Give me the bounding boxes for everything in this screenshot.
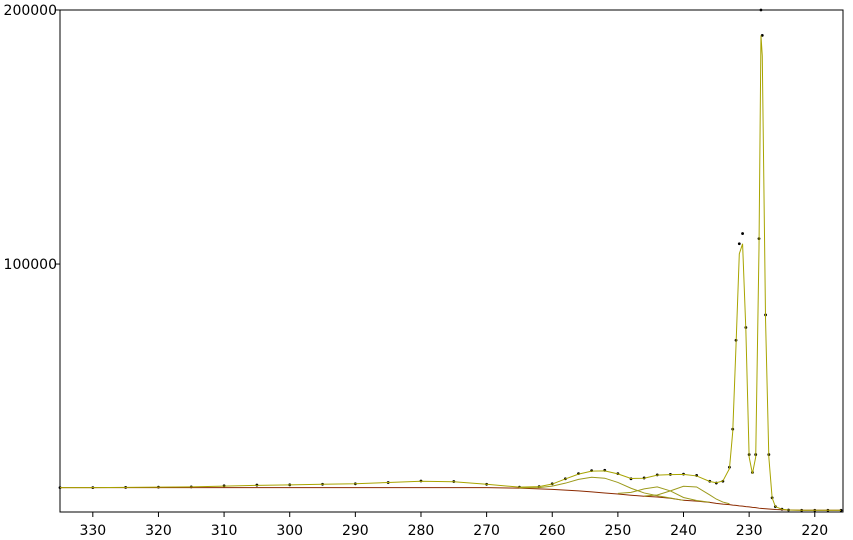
x-tick-label: 290 xyxy=(342,523,369,539)
series-line xyxy=(644,485,730,505)
x-tick-label: 230 xyxy=(736,523,763,539)
data-point xyxy=(839,508,843,512)
data-point xyxy=(759,8,763,12)
y-tick-label: 100000 xyxy=(4,257,57,273)
series-line xyxy=(60,35,842,511)
data-point xyxy=(760,34,764,37)
series-line xyxy=(617,486,710,503)
data-point xyxy=(741,232,744,235)
x-tick-label: 220 xyxy=(801,523,828,539)
x-tick-label: 320 xyxy=(145,523,172,539)
series-line xyxy=(519,476,684,501)
y-tick-label: 200000 xyxy=(4,3,57,19)
x-tick-label: 250 xyxy=(605,523,632,539)
x-tick-label: 300 xyxy=(276,523,303,539)
x-tick-label: 240 xyxy=(670,523,697,539)
x-tick-label: 330 xyxy=(79,523,106,539)
x-tick-label: 280 xyxy=(408,523,435,539)
x-tick-label: 260 xyxy=(539,523,566,539)
x-tick-label: 310 xyxy=(211,523,238,539)
plot-frame xyxy=(59,9,844,513)
data-point xyxy=(737,242,741,246)
x-tick-label: 270 xyxy=(473,523,500,539)
